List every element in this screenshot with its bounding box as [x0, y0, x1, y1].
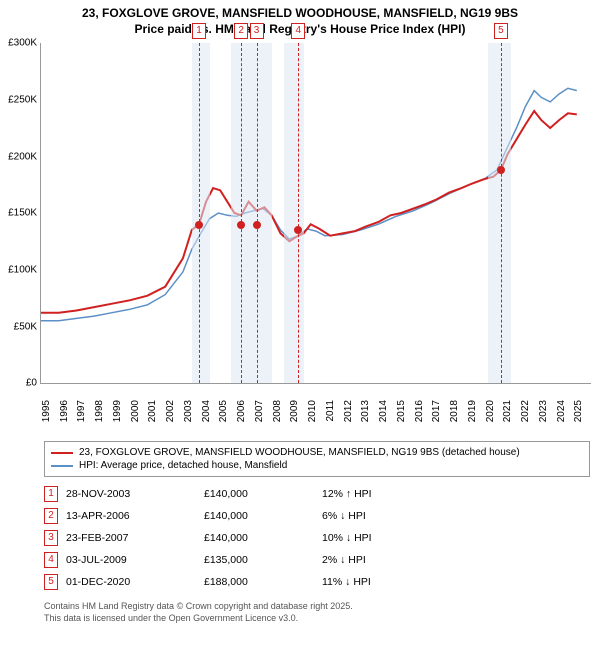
- row-diff: 2% ↓ HPI: [322, 554, 442, 566]
- marker-line: [298, 43, 299, 383]
- x-axis-tick: 1998: [94, 400, 105, 422]
- sale-table: 1 28-NOV-2003 £140,000 12% ↑ HPI 2 13-APR-200…: [44, 483, 590, 593]
- sale-dot: [237, 221, 245, 229]
- row-diff: 10% ↓ HPI: [322, 532, 442, 544]
- shaded-band: [231, 43, 272, 383]
- y-axis-tick: £250K: [1, 94, 37, 105]
- row-price: £135,000: [204, 554, 314, 566]
- legend-swatch: [51, 465, 73, 467]
- row-date: 28-NOV-2003: [66, 488, 196, 500]
- x-axis-tick: 2010: [307, 400, 318, 422]
- table-row: 1 28-NOV-2003 £140,000 12% ↑ HPI: [44, 483, 590, 505]
- x-axis-tick: 2015: [396, 400, 407, 422]
- x-axis-tick: 2001: [147, 400, 158, 422]
- y-axis-tick: £0: [1, 378, 37, 389]
- row-marker: 1: [44, 486, 58, 502]
- sale-dot: [195, 221, 203, 229]
- x-axis-tick: 1997: [76, 400, 87, 422]
- x-axis-tick: 2003: [183, 400, 194, 422]
- shaded-band: [284, 43, 304, 383]
- shaded-band: [488, 43, 511, 383]
- row-price: £140,000: [204, 488, 314, 500]
- chart-container: 23, FOXGLOVE GROVE, MANSFIELD WOODHOUSE,…: [0, 0, 600, 650]
- legend-label: 23, FOXGLOVE GROVE, MANSFIELD WOODHOUSE,…: [79, 447, 520, 458]
- row-date: 01-DEC-2020: [66, 576, 196, 588]
- x-axis-tick: 2006: [236, 400, 247, 422]
- x-axis-tick: 2017: [431, 400, 442, 422]
- x-axis-tick: 2023: [538, 400, 549, 422]
- shaded-band: [192, 43, 210, 383]
- marker-label: 2: [234, 23, 248, 39]
- chart-area: £0£50K£100K£150K£200K£250K£300K199519961…: [40, 43, 590, 403]
- plot-region: £0£50K£100K£150K£200K£250K£300K199519961…: [40, 43, 591, 384]
- legend-label: HPI: Average price, detached house, Mans…: [79, 460, 287, 471]
- x-axis-tick: 2011: [325, 400, 336, 422]
- x-axis-tick: 1995: [41, 400, 52, 422]
- x-axis-tick: 2008: [272, 400, 283, 422]
- table-row: 3 23-FEB-2007 £140,000 10% ↓ HPI: [44, 527, 590, 549]
- x-axis-tick: 2013: [360, 400, 371, 422]
- y-axis-tick: £300K: [1, 38, 37, 49]
- x-axis-tick: 2021: [502, 400, 513, 422]
- marker-line: [199, 43, 200, 383]
- y-axis-tick: £100K: [1, 264, 37, 275]
- x-axis-tick: 2019: [467, 400, 478, 422]
- row-price: £140,000: [204, 532, 314, 544]
- row-marker: 4: [44, 552, 58, 568]
- x-axis-tick: 2005: [218, 400, 229, 422]
- marker-label: 5: [494, 23, 508, 39]
- row-diff: 12% ↑ HPI: [322, 488, 442, 500]
- x-axis-tick: 1996: [59, 400, 70, 422]
- x-axis-tick: 2024: [556, 400, 567, 422]
- table-row: 2 13-APR-2006 £140,000 6% ↓ HPI: [44, 505, 590, 527]
- marker-label: 4: [291, 23, 305, 39]
- x-axis-tick: 2007: [254, 400, 265, 422]
- row-diff: 11% ↓ HPI: [322, 576, 442, 588]
- row-date: 13-APR-2006: [66, 510, 196, 522]
- x-axis-tick: 2012: [343, 400, 354, 422]
- marker-line: [501, 43, 502, 383]
- x-axis-tick: 2002: [165, 400, 176, 422]
- marker-line: [257, 43, 258, 383]
- x-axis-tick: 2016: [414, 400, 425, 422]
- x-axis-tick: 2020: [485, 400, 496, 422]
- x-axis-tick: 1999: [112, 400, 123, 422]
- footer-line-2: This data is licensed under the Open Gov…: [44, 613, 590, 625]
- marker-label: 3: [250, 23, 264, 39]
- row-marker: 2: [44, 508, 58, 524]
- y-axis-tick: £200K: [1, 151, 37, 162]
- table-row: 5 01-DEC-2020 £188,000 11% ↓ HPI: [44, 571, 590, 593]
- row-price: £188,000: [204, 576, 314, 588]
- row-date: 23-FEB-2007: [66, 532, 196, 544]
- sale-dot: [497, 166, 505, 174]
- title-line-1: 23, FOXGLOVE GROVE, MANSFIELD WOODHOUSE,…: [10, 6, 590, 22]
- x-axis-tick: 2018: [449, 400, 460, 422]
- legend-swatch: [51, 452, 73, 454]
- row-diff: 6% ↓ HPI: [322, 510, 442, 522]
- legend-row: HPI: Average price, detached house, Mans…: [51, 459, 583, 472]
- footer: Contains HM Land Registry data © Crown c…: [44, 601, 590, 624]
- x-axis-tick: 2025: [573, 400, 584, 422]
- legend-row: 23, FOXGLOVE GROVE, MANSFIELD WOODHOUSE,…: [51, 446, 583, 459]
- table-row: 4 03-JUL-2009 £135,000 2% ↓ HPI: [44, 549, 590, 571]
- y-axis-tick: £150K: [1, 208, 37, 219]
- y-axis-tick: £50K: [1, 321, 37, 332]
- x-axis-tick: 2004: [201, 400, 212, 422]
- marker-label: 1: [192, 23, 206, 39]
- sale-dot: [253, 221, 261, 229]
- row-date: 03-JUL-2009: [66, 554, 196, 566]
- row-price: £140,000: [204, 510, 314, 522]
- legend: 23, FOXGLOVE GROVE, MANSFIELD WOODHOUSE,…: [44, 441, 590, 477]
- row-marker: 3: [44, 530, 58, 546]
- x-axis-tick: 2009: [289, 400, 300, 422]
- marker-line: [241, 43, 242, 383]
- footer-line-1: Contains HM Land Registry data © Crown c…: [44, 601, 590, 613]
- x-axis-tick: 2000: [130, 400, 141, 422]
- x-axis-tick: 2014: [378, 400, 389, 422]
- row-marker: 5: [44, 574, 58, 590]
- sale-dot: [294, 226, 302, 234]
- x-axis-tick: 2022: [520, 400, 531, 422]
